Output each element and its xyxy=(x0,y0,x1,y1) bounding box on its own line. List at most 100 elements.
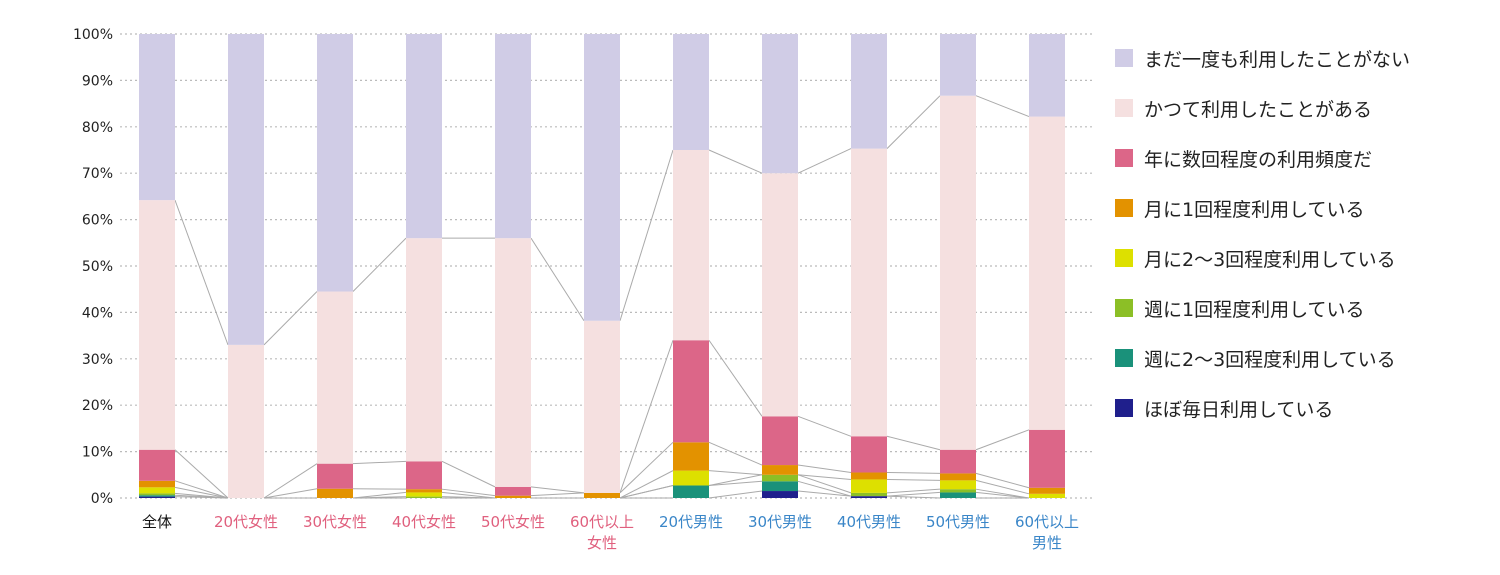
connector-line xyxy=(263,463,318,499)
bar-segment xyxy=(940,492,976,498)
legend-swatch xyxy=(1115,349,1133,367)
bar-segment xyxy=(495,238,531,487)
bar-segment xyxy=(139,449,175,481)
bar-segment xyxy=(139,495,175,497)
bar-segment xyxy=(317,488,353,498)
connector-line xyxy=(975,491,1030,499)
connector-line xyxy=(975,429,1030,451)
connector-line xyxy=(619,441,674,494)
connector-line xyxy=(441,496,496,499)
bar-segment xyxy=(406,461,442,490)
connector-line xyxy=(797,464,852,473)
connector-line xyxy=(708,474,763,486)
connector-line xyxy=(352,491,407,499)
connector-line xyxy=(708,339,763,417)
plot-area: 0% 10% 20% 30% 40% 50% 60% 70% 80% 90% 100% 全体 20代女性… xyxy=(73,27,1092,552)
y-tick-label: 0% xyxy=(91,491,113,507)
bar-segment xyxy=(940,449,976,474)
y-tick-label: 40% xyxy=(82,305,113,321)
connector-line xyxy=(174,449,229,499)
x-tick-label: 20代男性 xyxy=(659,513,723,531)
bar-segment xyxy=(673,442,709,471)
legend-swatch xyxy=(1115,99,1133,117)
connector-line xyxy=(441,488,496,497)
y-tick-label: 60% xyxy=(82,213,113,229)
bar-segment xyxy=(940,489,976,493)
connector-line xyxy=(352,496,407,499)
bar-segment xyxy=(851,479,887,493)
legend-label: 週に1回程度利用している xyxy=(1144,298,1365,321)
bar-segment xyxy=(762,474,798,482)
legend-label: 年に数回程度の利用頻度だ xyxy=(1144,148,1373,171)
bar-segment xyxy=(139,34,175,201)
bar-segment xyxy=(1029,429,1065,488)
bar-segment xyxy=(317,34,353,292)
bar-segment xyxy=(673,150,709,341)
bar-segment xyxy=(139,480,175,488)
legend-item: ほぼ毎日利用している xyxy=(1115,383,1410,433)
bar-segment xyxy=(762,416,798,466)
connector-line xyxy=(708,490,763,499)
x-tick-label: 20代女性 xyxy=(214,513,278,531)
connector-line xyxy=(708,441,763,466)
connector-line xyxy=(975,479,1030,495)
bar-segment xyxy=(317,463,353,489)
y-tick-label: 80% xyxy=(82,120,113,136)
bar-segment xyxy=(406,496,442,498)
legend-item: まだ一度も利用したことがない xyxy=(1115,33,1410,83)
bar-segment xyxy=(673,485,709,498)
legend-label: まだ一度も利用したことがない xyxy=(1144,48,1411,71)
bar-segment xyxy=(406,34,442,239)
legend-label: 月に1回程度利用している xyxy=(1144,198,1365,221)
connector-line xyxy=(174,492,229,499)
connector-line xyxy=(619,470,674,499)
legend-swatch xyxy=(1115,249,1133,267)
bar-segment xyxy=(851,496,887,498)
y-tick-label: 50% xyxy=(82,259,113,275)
connector-line xyxy=(797,480,852,497)
connector-line xyxy=(530,486,585,494)
legend-swatch xyxy=(1115,399,1133,417)
bar-segment xyxy=(406,492,442,497)
bar-segment xyxy=(1029,487,1065,494)
bar-segment xyxy=(317,291,353,464)
x-tick-label: 50代男性 xyxy=(926,513,990,531)
connector-line xyxy=(174,486,229,499)
connector-line xyxy=(352,460,407,465)
bar-segment xyxy=(1029,493,1065,498)
bar-segment xyxy=(406,489,442,493)
connector-line xyxy=(975,472,1030,489)
legend-item: かつて利用したことがある xyxy=(1115,83,1410,133)
bar-segment xyxy=(673,34,709,150)
connector-line xyxy=(797,474,852,494)
bar-segment xyxy=(940,95,976,450)
legend-swatch xyxy=(1115,49,1133,67)
connector-line xyxy=(708,149,763,174)
connector-line xyxy=(263,488,318,499)
y-tick-label: 70% xyxy=(82,166,113,182)
legend-item: 週に2〜3回程度利用している xyxy=(1115,333,1410,383)
legend-label: かつて利用したことがある xyxy=(1144,98,1373,121)
bar-segment xyxy=(851,148,887,437)
x-tick-label: 60代以上 xyxy=(570,513,634,531)
connector-line xyxy=(975,95,1030,118)
bar-segment xyxy=(940,34,976,96)
x-tick-label: 60代以上 xyxy=(1015,513,1079,531)
connector-line xyxy=(797,474,852,480)
bar-segment xyxy=(762,173,798,417)
legend-swatch xyxy=(1115,299,1133,317)
legend-label: ほぼ毎日利用している xyxy=(1144,398,1334,421)
legend: まだ一度も利用したことがない かつて利用したことがある 年に数回程度の利用頻度だ 月に… xyxy=(1115,33,1410,433)
y-tick-label: 10% xyxy=(82,445,113,461)
y-tick-label: 90% xyxy=(82,73,113,89)
connector-line xyxy=(797,490,852,497)
x-tick-label: 女性 xyxy=(587,534,617,552)
connector-line xyxy=(619,340,674,494)
bar-segment xyxy=(851,436,887,473)
bar-segment xyxy=(584,320,620,493)
connector-line xyxy=(975,488,1030,499)
x-tick-label: 40代男性 xyxy=(837,513,901,531)
bar-segment xyxy=(762,34,798,174)
bar-segment xyxy=(1029,34,1065,117)
